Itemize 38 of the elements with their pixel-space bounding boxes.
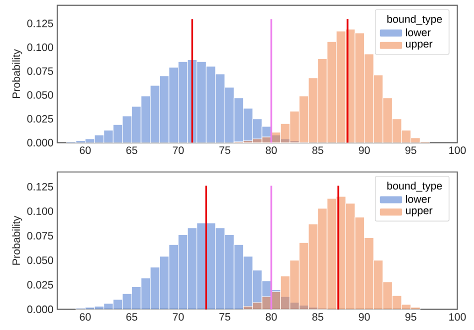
x-tick-label: 60 xyxy=(80,313,91,321)
x-tick-label: 90 xyxy=(358,146,370,154)
x-tick-label: 100 xyxy=(449,146,466,154)
x-tick-label: 85 xyxy=(312,146,324,154)
x-tick-label: 95 xyxy=(405,146,416,154)
y-tick-label: 0.075 xyxy=(27,67,54,75)
y-tick-label: 0.050 xyxy=(27,91,54,99)
y-tick-label: 0.050 xyxy=(27,256,54,264)
legend-title: bound_type xyxy=(387,182,442,192)
y-tick-label: 0.125 xyxy=(27,182,54,190)
y-tick-label: 0.025 xyxy=(27,281,54,289)
x-tick-label: 65 xyxy=(126,313,138,321)
y-tick-label: 0.000 xyxy=(27,138,54,146)
y-tick-label: 0.000 xyxy=(27,306,54,314)
x-tick-label: 75 xyxy=(219,146,230,154)
x-tick-label: 65 xyxy=(126,146,138,154)
y-tick-label: 0.125 xyxy=(27,20,54,28)
x-tick-label: 90 xyxy=(358,313,370,321)
legend-label: lower xyxy=(406,195,431,203)
legend-title: bound_type xyxy=(387,15,442,25)
legend-label: lower xyxy=(406,28,431,36)
x-tick-label: 80 xyxy=(266,313,277,321)
x-tick-label: 95 xyxy=(405,313,416,321)
x-tick-label: 70 xyxy=(172,146,184,154)
x-tick-label: 85 xyxy=(312,313,324,321)
legend-label: upper xyxy=(406,208,432,216)
y-tick-label: 0.075 xyxy=(27,232,54,240)
x-tick-label: 75 xyxy=(219,313,230,321)
y-tick-label: 0.025 xyxy=(27,115,54,123)
legend-label: upper xyxy=(406,42,432,50)
x-tick-label: 100 xyxy=(449,313,466,321)
y-tick-label: 0.100 xyxy=(27,44,54,52)
y-tick-label: 0.100 xyxy=(27,207,54,216)
y-axis-title: Probability xyxy=(12,49,22,98)
x-tick-label: 60 xyxy=(80,146,91,154)
x-tick-label: 80 xyxy=(266,146,277,154)
x-tick-label: 70 xyxy=(172,313,184,321)
y-axis-title: Probability xyxy=(12,216,22,265)
